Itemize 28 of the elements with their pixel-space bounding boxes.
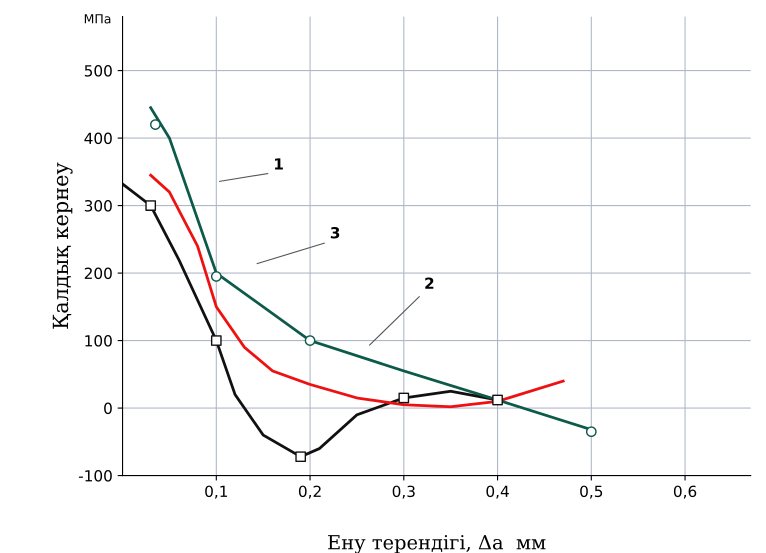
y-tick-label: 400 xyxy=(84,132,112,144)
point xyxy=(145,200,156,211)
point xyxy=(304,335,316,346)
text: МПа xyxy=(84,14,110,24)
point xyxy=(398,392,410,404)
y-tick-label: -100 xyxy=(78,470,112,482)
y-axis-title: Қалдық кернеу xyxy=(52,162,73,329)
annotation: 1 xyxy=(275,158,283,170)
x-tick-label: 0,1 xyxy=(205,486,228,499)
line-series xyxy=(149,174,565,408)
x-tick-label: 0,5 xyxy=(580,486,602,499)
point xyxy=(210,271,222,282)
annotation: 2 xyxy=(425,277,434,289)
point xyxy=(295,451,306,462)
annotation: 3 xyxy=(330,226,340,239)
point xyxy=(150,119,161,130)
point xyxy=(586,426,597,438)
y-tick-label: 100 xyxy=(85,335,112,347)
y-tick-label: 200 xyxy=(84,268,112,280)
point xyxy=(210,335,222,346)
point xyxy=(492,394,503,406)
y-tick-label: 300 xyxy=(84,200,112,212)
x-tick-label: 0,3 xyxy=(392,486,415,499)
y-tick-label: 0 xyxy=(104,402,112,414)
y-tick-label: 500 xyxy=(84,65,112,77)
x-tick-label: 0,2 xyxy=(298,486,321,499)
x-tick-label: 0,6 xyxy=(674,486,696,499)
x-tick-label: 0,4 xyxy=(486,486,509,499)
